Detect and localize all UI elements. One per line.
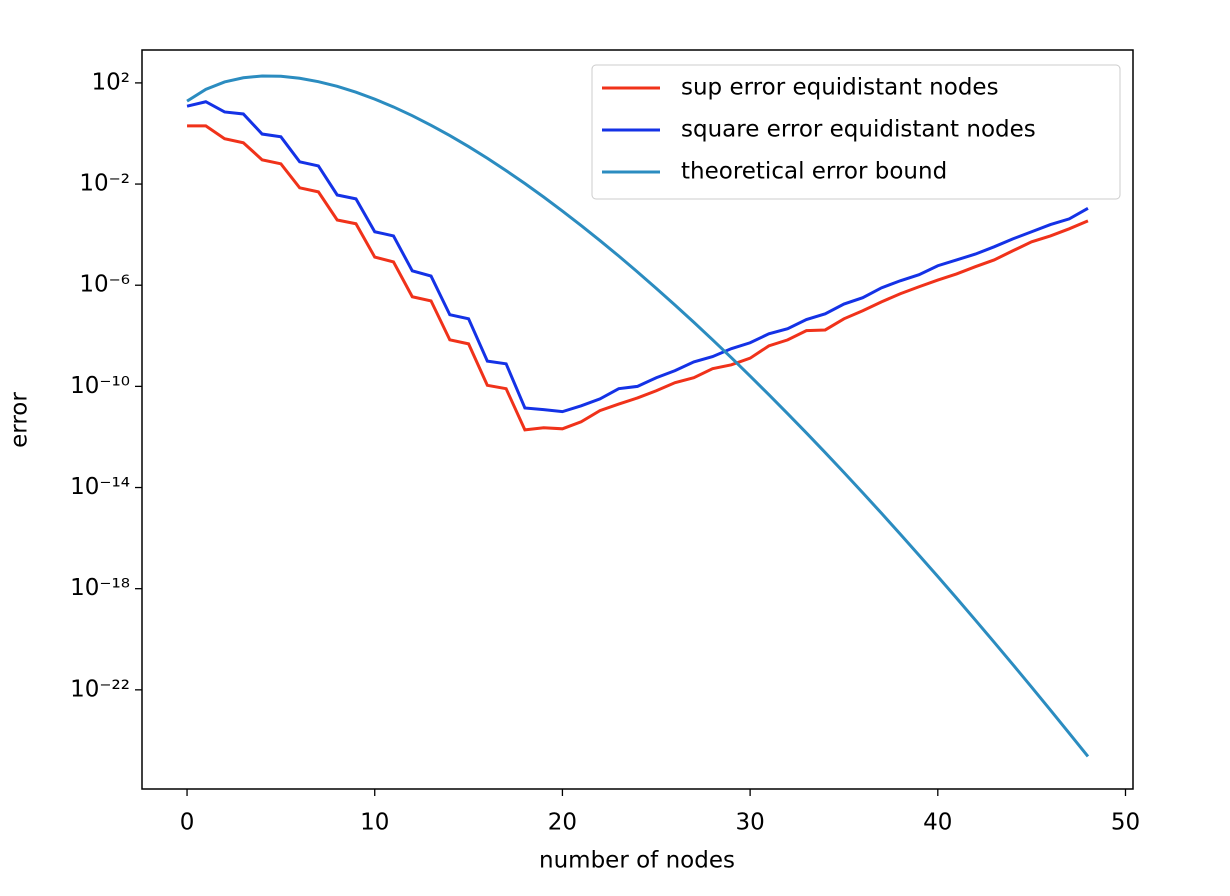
x-tick-label: 40 <box>923 810 952 836</box>
x-tick-label: 50 <box>1111 810 1140 836</box>
x-axis-label: number of nodes <box>539 848 735 874</box>
y-tick-label: 10⁻² <box>79 171 130 197</box>
legend-label: theoretical error bound <box>681 159 947 185</box>
y-tick-label: 10⁻¹⁸ <box>70 575 130 601</box>
y-tick-label: 10⁻²² <box>70 676 130 702</box>
y-axis-label: error <box>7 392 33 448</box>
x-tick-label: 0 <box>180 810 195 836</box>
x-tick-label: 20 <box>548 810 577 836</box>
legend-label: sup error equidistant nodes <box>681 75 999 101</box>
series-line <box>187 124 1089 432</box>
y-tick-label: 10⁻⁶ <box>79 272 130 298</box>
x-tick-label: 30 <box>735 810 764 836</box>
series-line <box>186 74 1090 758</box>
y-tick-label: 10⁻¹⁴ <box>70 474 130 500</box>
plot-frame <box>141 49 1134 790</box>
series-line <box>186 100 1089 414</box>
legend-label: square error equidistant nodes <box>681 117 1036 143</box>
legend-box <box>591 64 1121 200</box>
y-tick-label: 10⁻¹⁰ <box>70 373 130 399</box>
y-tick-label: 10² <box>92 69 131 95</box>
x-tick-label: 10 <box>360 810 389 836</box>
